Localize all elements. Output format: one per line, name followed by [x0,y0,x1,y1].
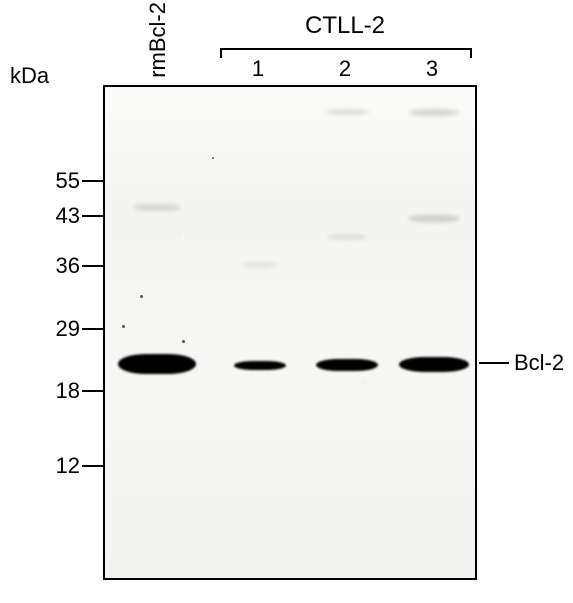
lane-group-bracket-right [470,48,472,58]
lane-group-label: CTLL-2 [300,12,390,40]
mw-tick-55 [82,180,104,182]
band-lane3-bcl2 [399,357,469,372]
blot-membrane [103,85,477,580]
western-blot-figure: kDa rmBcl-2 CTLL-2 1 2 3 55 43 36 29 18 … [0,0,573,603]
speck-1 [140,295,143,298]
band-lane0-bcl2 [118,354,196,374]
mw-36: 36 [40,253,80,279]
lane-label-1: 1 [248,56,268,82]
lane-group-bracket-left [220,48,222,58]
faint-lane0-a [133,204,181,211]
mw-29: 29 [40,316,80,342]
faint-lane1-mid [242,262,278,268]
speck-3 [122,325,125,328]
mw-43: 43 [40,203,80,229]
faint-lane3-mid [408,215,460,222]
lane-label-3: 3 [422,56,442,82]
speck-2 [182,340,185,343]
bcl2-annotation-tick [479,362,509,364]
faint-lane2-mid [327,234,367,240]
faint-lane3-top [409,109,459,116]
band-lane2-bcl2 [316,359,378,371]
speck-4 [212,157,214,159]
lane-label-2: 2 [335,56,355,82]
band-lane1-bcl2 [234,361,286,370]
bcl2-annotation-label: Bcl-2 [514,350,564,376]
membrane-noise [105,87,475,578]
axis-unit-label: kDa [10,63,49,89]
mw-tick-12 [82,465,104,467]
mw-12: 12 [40,453,80,479]
mw-tick-18 [82,390,104,392]
lane-label-control: rmBcl-2 [145,0,171,82]
mw-18: 18 [40,378,80,404]
mw-tick-43 [82,215,104,217]
mw-55: 55 [40,168,80,194]
mw-tick-29 [82,328,104,330]
mw-tick-36 [82,265,104,267]
lane-group-bracket [220,48,472,50]
faint-lane2-top [325,109,369,115]
